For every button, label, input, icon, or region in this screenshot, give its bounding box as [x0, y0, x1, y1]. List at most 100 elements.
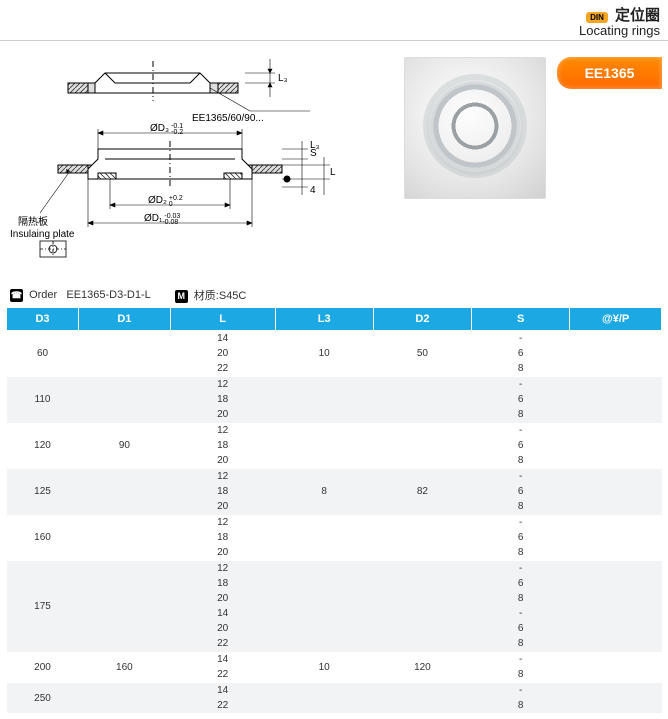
- cell-l: 12: [170, 515, 275, 531]
- cell-s: 8: [472, 698, 570, 713]
- part-number-badge: EE1365: [557, 57, 662, 89]
- cell-l: 22: [170, 698, 275, 713]
- cell-s: -: [472, 423, 570, 439]
- cell-l3: [275, 515, 373, 561]
- table-row: 2001601410120-: [7, 652, 662, 668]
- table-header-row: D3 D1 L L3 D2 S @¥/P: [7, 308, 662, 331]
- cell-l: 18: [170, 392, 275, 407]
- cell-d1: [79, 515, 171, 561]
- dim-l3-upper: L₃: [278, 73, 288, 84]
- cell-d1: [79, 561, 171, 652]
- cell-l: 20: [170, 621, 275, 636]
- table-row: 25014-: [7, 683, 662, 699]
- cell-s: 6: [472, 530, 570, 545]
- cell-s: -: [472, 515, 570, 531]
- cell-d1: 160: [79, 652, 171, 683]
- th-l3: L3: [275, 308, 373, 331]
- cell-s: 8: [472, 591, 570, 606]
- title-chinese: 定位圈: [615, 7, 660, 24]
- ring-render: [429, 80, 521, 172]
- cell-l: 20: [170, 453, 275, 469]
- cell-d3: 175: [7, 561, 79, 652]
- cell-s: -: [472, 683, 570, 699]
- cell-s: 8: [472, 545, 570, 561]
- cell-s: -: [472, 377, 570, 393]
- m-icon: M: [175, 290, 188, 303]
- cell-l: 14: [170, 606, 275, 621]
- order-label: Order: [29, 289, 57, 301]
- cell-l: 14: [170, 683, 275, 699]
- cell-d2: [373, 377, 471, 423]
- cell-d3: 120: [7, 423, 79, 469]
- th-price: @¥/P: [570, 308, 662, 331]
- dim-d2: ØD₂+0.20: [148, 195, 183, 208]
- model-callout: EE1365/60/90...: [192, 113, 264, 123]
- order-pattern: EE1365-D3-D1-L: [66, 289, 150, 301]
- technical-diagram: L₃ EE1365/60/90...: [6, 49, 396, 281]
- insul-plate-en: Insulaing plate: [10, 229, 75, 240]
- cell-l: 14: [170, 331, 275, 347]
- th-d3: D3: [7, 308, 79, 331]
- cell-l3: [275, 561, 373, 652]
- diagram-upper-section: L₃ EE1365/60/90...: [10, 53, 310, 123]
- cell-s: 6: [472, 484, 570, 499]
- material-info: M 材质:S45C: [175, 287, 247, 303]
- cell-s: 8: [472, 407, 570, 423]
- th-s: S: [472, 308, 570, 331]
- cell-l3: [275, 683, 373, 714]
- header-titles: DIN 定位圈 Locating rings: [579, 4, 660, 38]
- cell-s: -: [472, 606, 570, 621]
- cell-l: 18: [170, 576, 275, 591]
- phone-icon: ☎: [10, 289, 23, 302]
- cell-l: 20: [170, 407, 275, 423]
- cell-price: [570, 515, 662, 561]
- cell-l: 12: [170, 423, 275, 439]
- page-header: DIN 定位圈 Locating rings: [0, 0, 668, 41]
- cell-l3: 10: [275, 652, 373, 683]
- cell-s: -: [472, 469, 570, 485]
- cell-price: [570, 683, 662, 714]
- table-row: 60141050-: [7, 331, 662, 347]
- order-info-row: ☎ Order EE1365-D3-D1-L M 材质:S45C: [0, 281, 668, 307]
- cell-d2: [373, 561, 471, 652]
- cell-l: 22: [170, 636, 275, 652]
- cell-price: [570, 652, 662, 683]
- cell-d3: 125: [7, 469, 79, 515]
- cell-l3: [275, 377, 373, 423]
- cell-l: 22: [170, 667, 275, 683]
- dim-l: L: [330, 167, 336, 178]
- cell-l: 20: [170, 499, 275, 515]
- cell-l: 12: [170, 469, 275, 485]
- cell-l: 18: [170, 530, 275, 545]
- cell-l: 12: [170, 561, 275, 577]
- cell-s: 6: [472, 576, 570, 591]
- cell-l3: 10: [275, 331, 373, 377]
- cell-s: -: [472, 331, 570, 347]
- table-row: 17512-: [7, 561, 662, 577]
- dimensions-table: D3 D1 L L3 D2 S @¥/P 60141050-2062281101…: [6, 307, 662, 713]
- cell-d3: 200: [7, 652, 79, 683]
- cell-s: -: [472, 561, 570, 577]
- cell-l3: [275, 423, 373, 469]
- cell-d2: 120: [373, 652, 471, 683]
- cell-l: 22: [170, 361, 275, 377]
- cell-s: 6: [472, 346, 570, 361]
- cell-l: 18: [170, 438, 275, 453]
- title-english: Locating rings: [579, 23, 660, 38]
- table-row: 12512882-: [7, 469, 662, 485]
- cell-price: [570, 377, 662, 423]
- cell-d3: 160: [7, 515, 79, 561]
- dim-d1: ØD₁-0.03-0.08: [144, 213, 180, 226]
- cell-d2: [373, 683, 471, 714]
- cell-l3: 8: [275, 469, 373, 515]
- cell-l: 14: [170, 652, 275, 668]
- cell-price: [570, 561, 662, 652]
- cell-s: 8: [472, 361, 570, 377]
- table-row: 16012-: [7, 515, 662, 531]
- material-label: 材质:S45C: [194, 290, 247, 302]
- cell-d3: 110: [7, 377, 79, 423]
- product-photo: [404, 57, 546, 199]
- cell-s: 8: [472, 499, 570, 515]
- cell-d1: 90: [79, 423, 171, 469]
- dim-4: 4: [310, 185, 316, 196]
